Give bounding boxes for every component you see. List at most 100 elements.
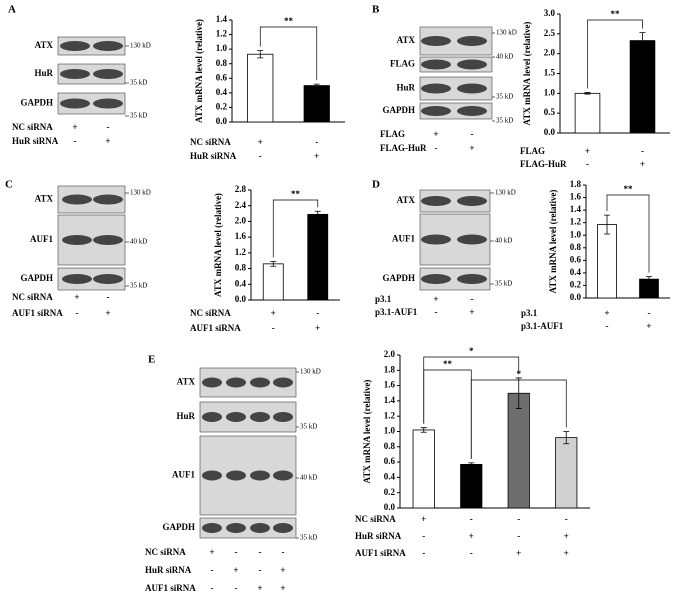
marker-label: 130 kD <box>130 189 151 197</box>
condition-mark: - <box>470 514 473 524</box>
bar <box>303 85 330 123</box>
bar <box>555 437 578 509</box>
blot-strip <box>419 189 491 213</box>
condition-label: HuR siRNA <box>190 151 237 161</box>
marker-label: 130 kD <box>300 368 321 376</box>
bar <box>507 392 530 509</box>
blot-row-label: HuR <box>34 68 53 78</box>
condition-mark: + <box>314 151 319 161</box>
significance-bracket <box>272 199 319 258</box>
condition-mark: - <box>517 514 520 524</box>
blot-band <box>273 470 293 481</box>
error-bar <box>515 377 522 409</box>
bar <box>412 429 435 509</box>
marker-label: 40 kD <box>496 53 513 61</box>
panel-label: B <box>372 4 380 16</box>
blot-strip <box>419 76 493 101</box>
blot-band <box>202 470 222 481</box>
error-bar <box>639 32 646 49</box>
y-tick-label: 1.0 <box>544 87 556 97</box>
bar <box>460 463 483 509</box>
condition-mark: + <box>105 136 110 146</box>
marker-label: 40 kD <box>300 474 317 482</box>
blot-row-label: HuR <box>396 83 415 93</box>
error-bar <box>646 276 652 283</box>
y-tick-label: 3.0 <box>544 8 556 18</box>
error-bar <box>314 210 321 218</box>
condition-mark: - <box>211 565 214 575</box>
blot-band <box>93 41 123 51</box>
condition-mark: - <box>641 146 644 156</box>
condition-label: FLAG <box>380 129 405 139</box>
y-tick-label: 0.6 <box>570 254 582 264</box>
y-tick-label: 1.2 <box>235 247 247 257</box>
blot-row-label: FLAG <box>390 59 415 69</box>
y-tick-label: 0.2 <box>384 487 396 497</box>
blot-band <box>273 377 293 388</box>
y-tick-label: 0.4 <box>235 278 247 288</box>
condition-label: NC siRNA <box>190 308 231 318</box>
condition-mark: - <box>259 547 262 557</box>
blot-band <box>457 36 487 46</box>
y-tick-label: 1.4 <box>384 395 396 405</box>
y-tick-label: 1.4 <box>216 14 228 24</box>
condition-mark: + <box>257 583 262 593</box>
marker-label: 130 kD <box>496 29 517 37</box>
condition-mark: - <box>606 321 609 331</box>
condition-mark: + <box>280 565 285 575</box>
condition-label: p3.1-AUF1 <box>521 321 564 331</box>
blot-band <box>421 36 451 46</box>
condition-mark: - <box>315 137 318 147</box>
condition-mark: + <box>280 583 285 593</box>
condition-label: NC siRNA <box>190 137 231 147</box>
blot-row-label: ATX <box>397 195 416 205</box>
condition-mark: + <box>271 308 276 318</box>
y-tick-label: 1.8 <box>384 364 396 374</box>
significance-bracket <box>259 26 318 81</box>
significance-bracket <box>423 356 520 424</box>
blot-band <box>421 196 451 206</box>
blot-row-label: ATX <box>177 377 196 387</box>
condition-mark: + <box>421 514 426 524</box>
blot-row-label: GAPDH <box>163 522 196 532</box>
condition-mark: - <box>76 308 79 318</box>
blot-row-label: GAPDH <box>21 273 54 283</box>
blot-band <box>226 523 246 533</box>
condition-label: AUF1 siRNA <box>145 583 196 593</box>
blot-band <box>202 412 222 422</box>
significance-label: ** <box>284 16 294 26</box>
y-tick-label: 2.0 <box>235 215 247 225</box>
bar <box>247 53 274 123</box>
condition-mark: - <box>259 151 262 161</box>
y-tick-label: 2.5 <box>544 28 556 38</box>
y-tick-label: 0.0 <box>235 294 247 304</box>
condition-mark: + <box>433 129 438 139</box>
condition-mark: + <box>233 565 238 575</box>
condition-label: AUF1 siRNA <box>190 323 241 333</box>
condition-mark: - <box>648 308 651 318</box>
y-tick-label: 0.2 <box>570 280 582 290</box>
condition-label: HuR siRNA <box>355 531 402 541</box>
y-tick-label: 0.8 <box>235 263 247 273</box>
y-tick-label: 1.0 <box>384 426 396 436</box>
condition-label: HuR siRNA <box>145 565 192 575</box>
y-tick-label: 1.6 <box>384 380 396 390</box>
blot-band <box>273 412 293 422</box>
blot-band <box>457 106 487 116</box>
marker-label: 35 kD <box>130 282 147 290</box>
condition-mark: + <box>469 531 474 541</box>
condition-label: FLAG-HuR <box>520 159 567 169</box>
condition-mark: + <box>433 294 438 304</box>
marker-label: 35 kD <box>300 534 317 542</box>
error-bar <box>468 462 475 467</box>
condition-label: p3.1-AUF1 <box>375 307 418 317</box>
condition-mark: + <box>585 146 590 156</box>
y-tick-label: 0.8 <box>216 58 228 68</box>
blot-row-label: AUF1 <box>172 470 195 480</box>
blot-row-label: AUF1 <box>392 234 415 244</box>
condition-mark: - <box>211 583 214 593</box>
blot-band <box>457 196 487 206</box>
blot-band <box>250 523 270 533</box>
error-bar <box>584 92 591 95</box>
condition-mark: + <box>646 321 651 331</box>
